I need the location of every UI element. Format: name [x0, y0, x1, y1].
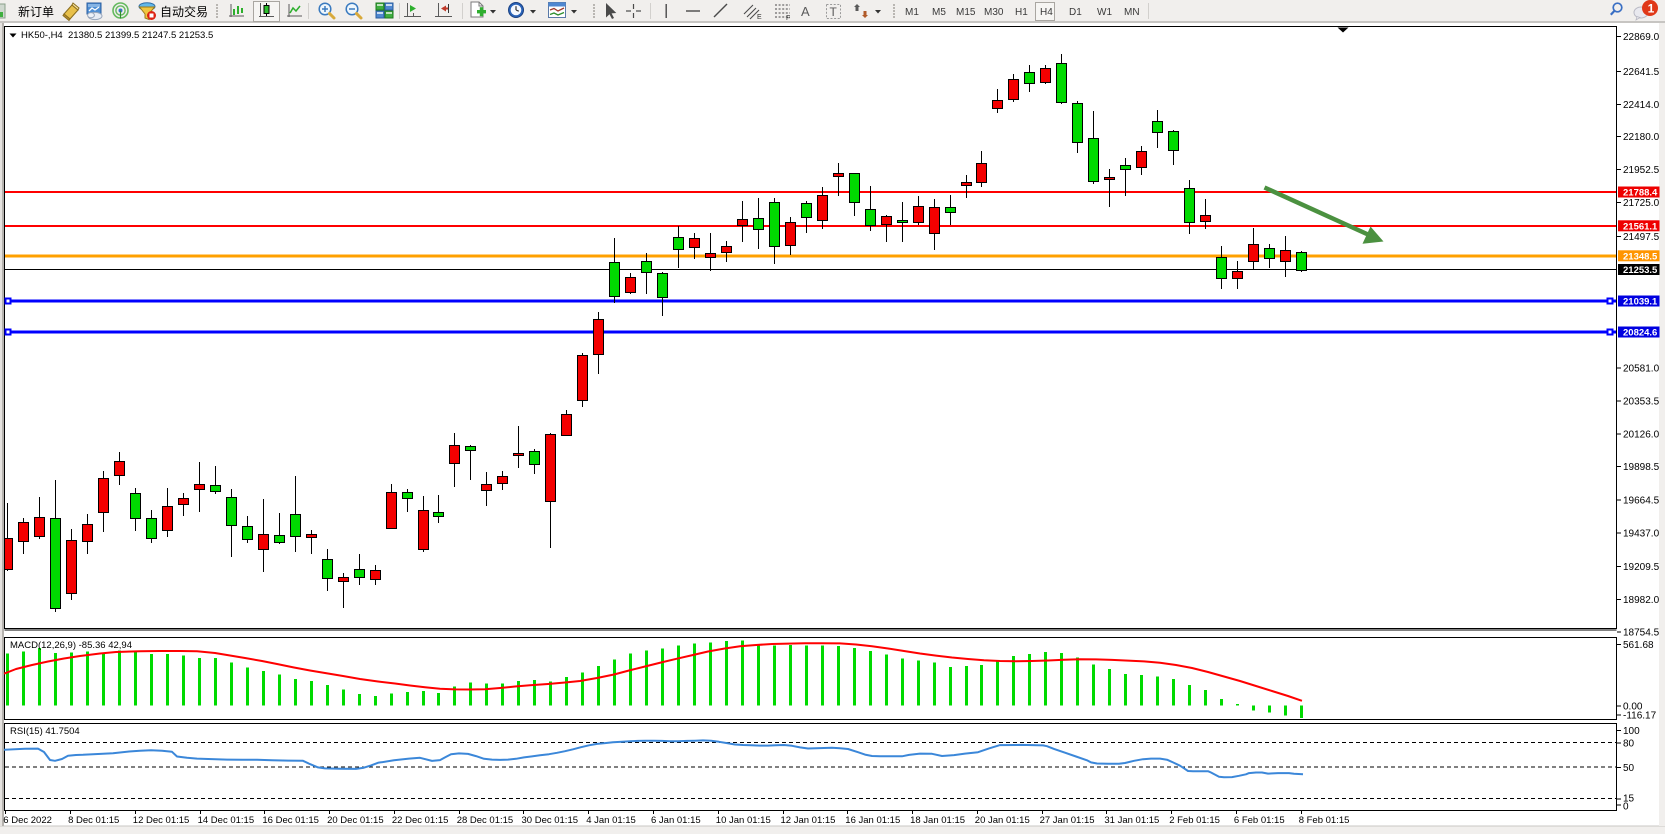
svg-text:H4: H4	[1040, 7, 1053, 18]
svg-text:RSI(15) 41.7504: RSI(15) 41.7504	[10, 726, 80, 737]
svg-text:50: 50	[1623, 763, 1635, 774]
svg-text:31 Jan 01:15: 31 Jan 01:15	[1104, 815, 1159, 826]
svg-text:T: T	[830, 5, 838, 19]
svg-text:2 Feb 01:15: 2 Feb 01:15	[1169, 815, 1220, 826]
svg-text:12 Jan 01:15: 12 Jan 01:15	[781, 815, 836, 826]
svg-text:28 Dec 01:15: 28 Dec 01:15	[457, 815, 514, 826]
svg-text:30 Dec 01:15: 30 Dec 01:15	[522, 815, 579, 826]
svg-text:6 Feb 01:15: 6 Feb 01:15	[1234, 815, 1285, 826]
svg-text:19209.5: 19209.5	[1623, 562, 1660, 573]
svg-text:1: 1	[1648, 1, 1655, 15]
svg-text:20126.0: 20126.0	[1623, 430, 1660, 441]
svg-text:21952.5: 21952.5	[1623, 165, 1660, 176]
svg-text:D1: D1	[1069, 7, 1082, 18]
svg-text:22 Dec 01:15: 22 Dec 01:15	[392, 815, 449, 826]
svg-text:15: 15	[1623, 793, 1635, 804]
svg-text:MACD(12,26,9) -85.36 42,94: MACD(12,26,9) -85.36 42,94	[10, 640, 132, 651]
svg-text:22641.5: 22641.5	[1623, 67, 1660, 78]
svg-text:19437.0: 19437.0	[1623, 529, 1660, 540]
svg-text:0: 0	[1623, 801, 1629, 812]
svg-text:F: F	[786, 15, 790, 22]
svg-text:HK50-,H4 21380.5 21399.5 2124: HK50-,H4 21380.5 21399.5 21247.5 21253.5	[21, 30, 213, 41]
svg-text:4 Jan 01:15: 4 Jan 01:15	[586, 815, 636, 826]
svg-text:21039.1: 21039.1	[1623, 297, 1658, 308]
svg-text:19898.5: 19898.5	[1623, 462, 1660, 473]
svg-text:18982.0: 18982.0	[1623, 595, 1660, 606]
svg-text:22180.0: 22180.0	[1623, 132, 1660, 143]
svg-text:27 Jan 01:15: 27 Jan 01:15	[1040, 815, 1095, 826]
svg-text:8 Feb 01:15: 8 Feb 01:15	[1299, 815, 1350, 826]
svg-text:W1: W1	[1097, 7, 1112, 18]
svg-text:21348.5: 21348.5	[1623, 251, 1658, 262]
svg-text:M30: M30	[984, 7, 1004, 18]
svg-text:20353.5: 20353.5	[1623, 396, 1660, 407]
svg-text:14 Dec 01:15: 14 Dec 01:15	[198, 815, 255, 826]
svg-text:0.00: 0.00	[1623, 702, 1643, 713]
svg-text:8 Dec 01:15: 8 Dec 01:15	[68, 815, 119, 826]
svg-text:16 Dec 01:15: 16 Dec 01:15	[262, 815, 319, 826]
svg-text:21497.5: 21497.5	[1623, 232, 1660, 243]
svg-text:6 Dec 2022: 6 Dec 2022	[3, 815, 52, 826]
svg-text:MN: MN	[1124, 7, 1140, 18]
svg-text:12 Dec 01:15: 12 Dec 01:15	[133, 815, 190, 826]
svg-text:18754.5: 18754.5	[1623, 627, 1660, 638]
svg-text:20 Dec 01:15: 20 Dec 01:15	[327, 815, 384, 826]
svg-text:M5: M5	[932, 7, 946, 18]
svg-text:A: A	[801, 4, 810, 19]
svg-text:21253.5: 21253.5	[1623, 265, 1658, 276]
svg-text:100: 100	[1623, 726, 1640, 737]
svg-text:10 Jan 01:15: 10 Jan 01:15	[716, 815, 771, 826]
svg-text:6 Jan 01:15: 6 Jan 01:15	[651, 815, 701, 826]
svg-text:561.68: 561.68	[1623, 640, 1654, 651]
svg-text:20581.0: 20581.0	[1623, 363, 1660, 374]
svg-text:20824.6: 20824.6	[1623, 328, 1657, 339]
svg-text:16 Jan 01:15: 16 Jan 01:15	[845, 815, 900, 826]
svg-text:18 Jan 01:15: 18 Jan 01:15	[910, 815, 965, 826]
svg-text:新订单: 新订单	[18, 4, 54, 19]
svg-text:21561.1: 21561.1	[1623, 221, 1658, 232]
svg-text:22869.0: 22869.0	[1623, 32, 1660, 43]
svg-text:19664.5: 19664.5	[1623, 495, 1660, 506]
svg-text:20 Jan 01:15: 20 Jan 01:15	[975, 815, 1030, 826]
svg-text:-116.17: -116.17	[1623, 710, 1657, 721]
svg-text:E: E	[757, 14, 762, 21]
svg-text:80: 80	[1623, 739, 1635, 750]
svg-text:M15: M15	[956, 7, 976, 18]
svg-text:自动交易: 自动交易	[160, 4, 208, 19]
svg-text:22414.0: 22414.0	[1623, 100, 1660, 111]
svg-text:21725.0: 21725.0	[1623, 198, 1660, 209]
svg-text:M1: M1	[905, 7, 919, 18]
svg-text:H1: H1	[1015, 7, 1028, 18]
svg-text:21788.4: 21788.4	[1623, 188, 1658, 199]
